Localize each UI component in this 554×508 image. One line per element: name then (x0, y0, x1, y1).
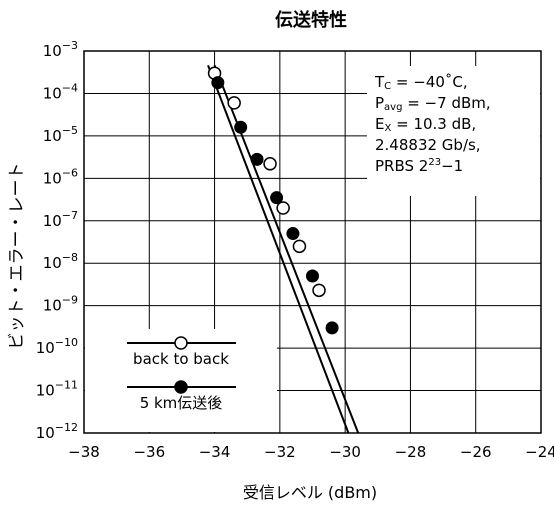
legend-marker-open (174, 336, 188, 350)
data-point-5km (270, 191, 284, 205)
y-axis-label: ビット・エラー・レート (7, 163, 27, 350)
chart-title: 伝送特性 (275, 9, 347, 31)
x-tick-label: −36 (133, 443, 165, 461)
y-tick-label: 10−5 (43, 124, 78, 145)
data-point-back-to-back (227, 96, 241, 110)
data-point-5km (286, 227, 300, 241)
y-tick-label: 10−3 (43, 39, 78, 60)
data-point-back-to-back (292, 239, 307, 254)
y-tick-label: 10−4 (43, 81, 78, 102)
annotation-line: TC = −40˚C, (374, 73, 468, 92)
data-point-5km (211, 76, 225, 90)
annotation-line: PRBS 223−1 (375, 157, 463, 175)
data-point-back-to-back (263, 157, 277, 171)
annotation-line: Pavg = −7 dBm, (375, 94, 491, 113)
x-tick-label: −24 (525, 443, 554, 461)
x-tick-label: −34 (199, 443, 231, 461)
x-axis-ticks: −38 −36 −34 −32 −30 −28 −26 −24 (68, 443, 554, 461)
x-tick-label: −26 (460, 443, 492, 461)
data-point-5km (306, 269, 319, 283)
fit-line (207, 64, 350, 434)
y-axis-ticks: 10−3 10−4 10−5 10−6 10−7 10−8 10−9 10−10 10−11 10… (36, 39, 78, 442)
y-tick-label: 10−9 (43, 294, 78, 315)
data-point-5km (250, 152, 264, 166)
y-tick-label: 10−11 (36, 379, 78, 400)
plot-frame (83, 50, 542, 434)
data-markers (207, 66, 339, 335)
annotation: TC = −40˚C, Pavg = −7 dBm, EX = 10.3 dB, 2.… (367, 66, 540, 196)
y-tick-label: 10−10 (36, 336, 78, 357)
data-point-5km (325, 321, 339, 335)
legend: back to back 5 km伝送後 (85, 329, 277, 432)
annotation-line: 2.48832 Gb/s, (375, 136, 481, 154)
x-tick-label: −28 (395, 443, 427, 461)
annotation-line: EX = 10.3 dB, (375, 115, 476, 134)
data-point-back-to-back (312, 283, 326, 298)
x-tick-label: −32 (264, 443, 296, 461)
y-tick-label: 10−12 (36, 421, 78, 442)
data-point-back-to-back (276, 201, 290, 215)
legend-marker-filled (174, 380, 188, 394)
y-tick-label: 10−7 (43, 209, 78, 230)
y-tick-label: 10−8 (43, 251, 78, 272)
data-point-5km (234, 120, 248, 134)
y-tick-label: 10−6 (43, 166, 78, 187)
annotation-background (367, 66, 540, 196)
x-tick-label: −30 (329, 443, 361, 461)
x-tick-label: −38 (68, 443, 100, 461)
legend-label: 5 km伝送後 (140, 394, 223, 412)
legend-label: back to back (133, 350, 229, 368)
x-axis-label: 受信レベル (dBm) (243, 483, 377, 502)
